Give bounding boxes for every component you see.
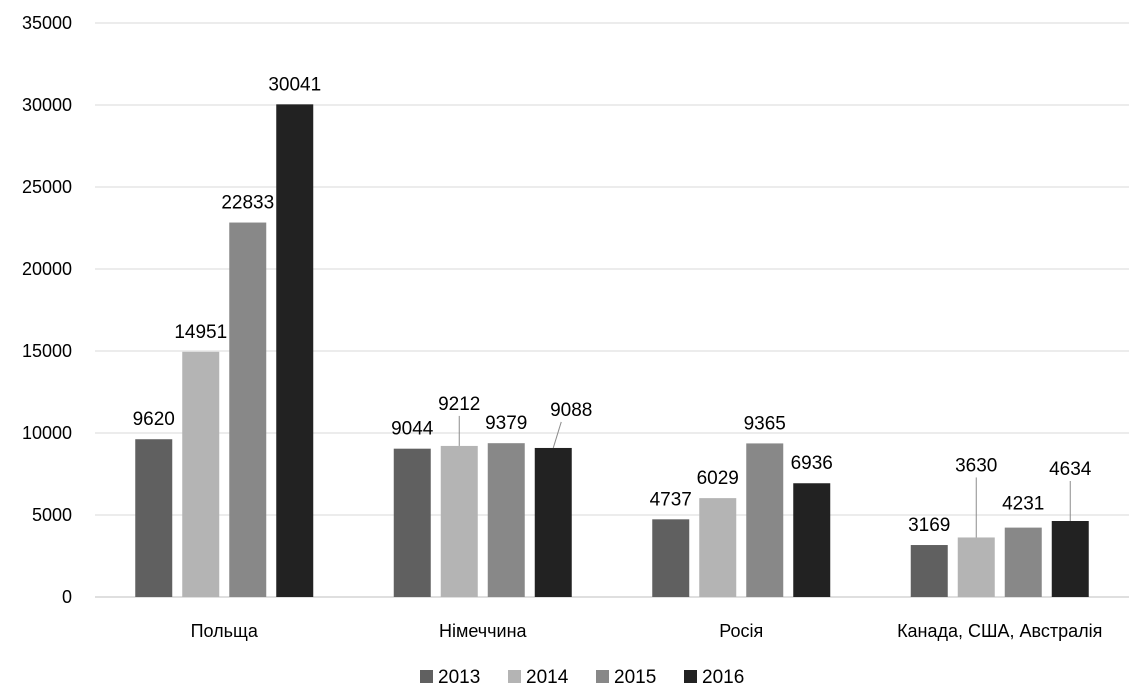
y-tick-label: 35000 [22, 13, 72, 33]
legend: 2013 2014 2015 2016 [420, 667, 744, 688]
gridlines [95, 22, 1129, 598]
legend-label: 2016 [702, 667, 744, 688]
bar-2016-2 [793, 483, 831, 597]
data-label: 9212 [438, 394, 480, 415]
y-tick-label: 20000 [22, 259, 72, 279]
data-label: 9379 [485, 413, 527, 434]
data-label: 6029 [697, 468, 739, 489]
label-leader-line [552, 421, 562, 449]
legend-swatch-2016 [684, 670, 697, 683]
data-label: 6936 [791, 453, 833, 474]
legend-swatch-2015 [596, 670, 609, 683]
legend-swatch-2013 [420, 670, 433, 683]
legend-label: 2013 [438, 667, 480, 688]
y-tick-label: 0 [62, 587, 72, 607]
y-tick-label: 5000 [32, 505, 72, 525]
x-category-label: Росія [719, 621, 763, 641]
data-label: 4231 [1002, 494, 1044, 515]
y-tick-label: 25000 [22, 177, 72, 197]
y-tick-label: 10000 [22, 423, 72, 443]
bar-2015-1 [487, 443, 525, 597]
data-label: 9044 [391, 419, 434, 440]
x-category-label: Польща [191, 621, 259, 641]
bar-2015-0 [229, 222, 267, 597]
x-category-label: Німеччина [439, 621, 528, 641]
data-label: 14951 [174, 322, 227, 343]
legend-label: 2014 [526, 667, 569, 688]
data-labels: 9620149512283330041904492129379908847376… [133, 74, 1092, 536]
data-label: 9365 [744, 413, 786, 434]
data-label: 30041 [268, 74, 321, 95]
bar-2016-1 [534, 447, 572, 597]
data-label: 9088 [550, 400, 592, 421]
bar-2016-0 [276, 104, 314, 597]
legend-swatch-2014 [508, 670, 521, 683]
x-category-label: Канада, США, Австралія [897, 621, 1102, 641]
bar-2016-3 [1051, 521, 1089, 597]
bar-2013-2 [652, 519, 690, 597]
y-tick-label: 30000 [22, 95, 72, 115]
data-label: 9620 [133, 409, 175, 430]
bar-2013-1 [393, 448, 431, 597]
bar-2014-0 [182, 351, 220, 597]
bar-2014-1 [440, 445, 478, 597]
bar-2013-0 [135, 439, 173, 597]
data-label: 22833 [221, 193, 274, 214]
bar-2015-3 [1004, 527, 1042, 597]
bar-2014-3 [957, 537, 995, 597]
y-axis-ticks: 0 5000 10000 15000 20000 25000 30000 35000 [22, 13, 72, 607]
y-tick-label: 15000 [22, 341, 72, 361]
bars [135, 104, 1089, 597]
bar-2014-2 [699, 498, 737, 597]
data-label: 4737 [650, 489, 692, 510]
data-label: 4634 [1049, 459, 1092, 480]
legend-label: 2015 [614, 667, 656, 688]
bar-2013-3 [910, 545, 948, 597]
data-label: 3169 [908, 515, 950, 536]
label-leader-lines [458, 415, 1071, 538]
data-label: 3630 [955, 455, 997, 476]
bar-2015-2 [746, 443, 784, 597]
x-axis-categories: Польща Німеччина Росія Канада, США, Австрал… [191, 621, 1103, 641]
